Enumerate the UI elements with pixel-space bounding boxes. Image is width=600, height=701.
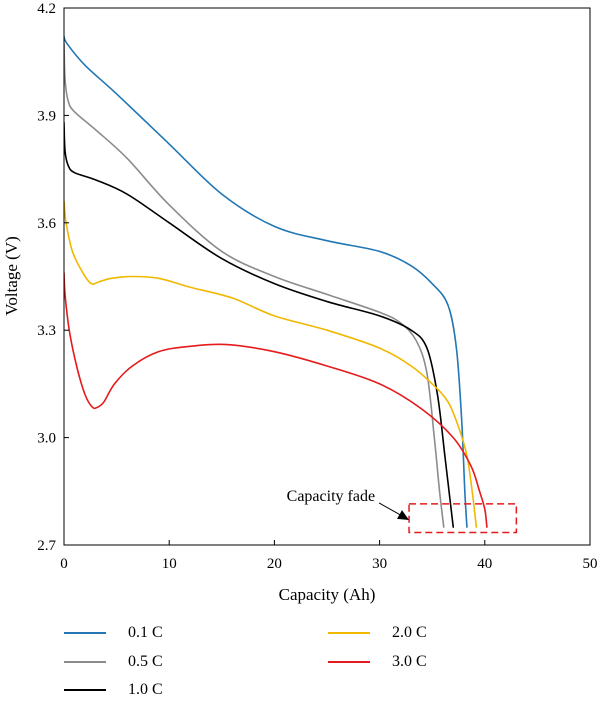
legend: 0.1 C 0.5 C 1.0 C 2.0 C 3.0 C — [64, 622, 544, 698]
legend-item-2-0c: 2.0 C — [328, 622, 427, 644]
legend-swatch-2-0c — [328, 632, 370, 634]
series-layer — [64, 35, 488, 528]
legend-swatch-3-0c — [328, 661, 370, 663]
legend-item-1-0c: 1.0 C — [64, 679, 163, 701]
x-tick-label-10: 10 — [162, 556, 177, 572]
capacity-fade-arrow-line — [378, 502, 404, 517]
x-axis: 0 10 20 30 40 50 — [60, 540, 598, 572]
legend-item-0-1c: 0.1 C — [64, 622, 163, 644]
annotation-layer: Capacity fade — [287, 488, 518, 534]
x-tick-label-0: 0 — [60, 556, 68, 572]
plot-frame — [63, 7, 591, 546]
series-line-2-0-c — [64, 200, 478, 528]
legend-label-0-1c: 0.1 C — [128, 624, 163, 641]
legend-swatch-0-5c — [64, 661, 106, 663]
series-line-0-5-c — [64, 43, 445, 528]
x-axis-label: Capacity (Ah) — [279, 585, 376, 604]
y-tick-label-3.0: 3.0 — [37, 431, 56, 447]
capacity-fade-box — [408, 503, 518, 534]
x-tick-label-20: 20 — [267, 556, 282, 572]
x-tick-label-30: 30 — [372, 556, 387, 572]
series-line-1-0-c — [64, 121, 455, 528]
y-tick-label-3.3: 3.3 — [37, 323, 56, 339]
y-tick-label-3.9: 3.9 — [37, 108, 56, 124]
series-line-3-0-c — [64, 272, 488, 528]
legend-swatch-1-0c — [64, 689, 106, 691]
capacity-fade-label: Capacity fade — [287, 488, 375, 505]
y-axis: 2.7 3.0 3.3 3.6 3.9 4.2 — [37, 1, 69, 554]
y-axis-label: Voltage (V) — [2, 236, 21, 315]
capacity-fade-arrow-head — [397, 510, 410, 520]
legend-swatch-0-1c — [64, 632, 106, 634]
chart-canvas: 0 10 20 30 40 50 2.7 3.0 3.3 3.6 3.9 4.2 Capacity … — [2, 1, 598, 604]
legend-label-2-0c: 2.0 C — [392, 624, 427, 641]
x-tick-label-40: 40 — [477, 556, 492, 572]
y-tick-label-2.7: 2.7 — [37, 538, 56, 554]
legend-label-1-0c: 1.0 C — [128, 681, 163, 698]
y-tick-label-4.2: 4.2 — [37, 1, 56, 17]
x-tick-label-50: 50 — [583, 556, 598, 572]
y-tick-label-3.6: 3.6 — [37, 216, 56, 232]
legend-item-3-0c: 3.0 C — [328, 651, 427, 673]
legend-item-0-5c: 0.5 C — [64, 651, 163, 673]
legend-label-3-0c: 3.0 C — [392, 653, 427, 670]
series-line-0-1-c — [64, 35, 468, 528]
legend-label-0-5c: 0.5 C — [128, 653, 163, 670]
